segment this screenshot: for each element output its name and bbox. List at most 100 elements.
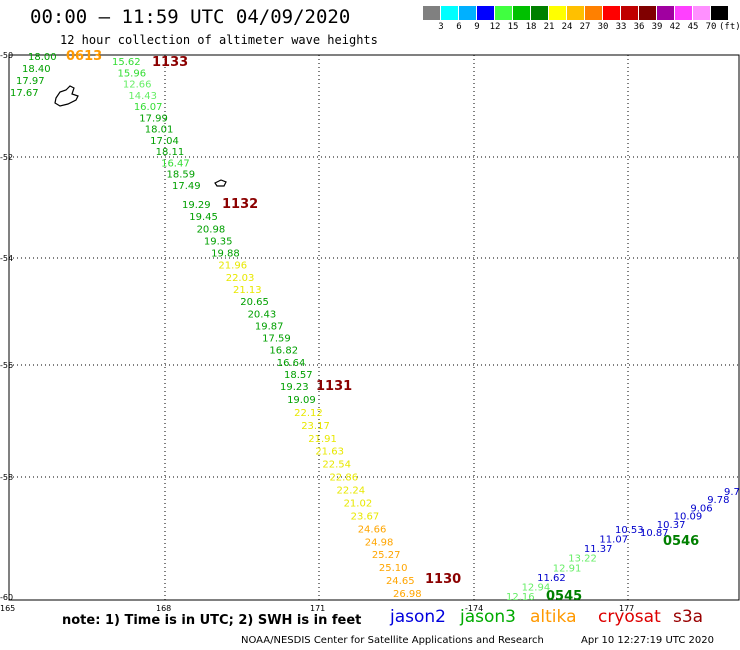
scale-label: 33 xyxy=(615,22,627,32)
wave-height-value: 18.57 xyxy=(284,370,313,381)
mission-s3a: s3a xyxy=(673,607,704,627)
track-time-label: 0546 xyxy=(663,534,699,549)
wave-height-value: 12.94 xyxy=(522,582,551,593)
wave-height-value: 22.54 xyxy=(322,460,351,471)
wave-height-value: 21.63 xyxy=(315,447,344,458)
scale-swatch xyxy=(693,6,710,20)
latitude-label: -58 xyxy=(0,473,13,482)
wave-height-value: 17.67 xyxy=(10,88,39,99)
scale-label: 45 xyxy=(687,22,699,32)
wave-height-value: 21.96 xyxy=(218,261,247,272)
wave-height-value: 18.11 xyxy=(156,147,185,158)
scale-label: 18 xyxy=(525,22,537,32)
scale-swatch xyxy=(657,6,674,20)
wave-height-value: 23.17 xyxy=(301,421,330,432)
scale-swatch xyxy=(441,6,458,20)
scale-swatch xyxy=(531,6,548,20)
scale-label: 15 xyxy=(507,22,519,32)
wave-height-value: 17.97 xyxy=(16,76,45,87)
wave-height-value: 17.59 xyxy=(262,334,291,345)
mission-jason2: jason2 xyxy=(390,607,446,627)
scale-swatch xyxy=(459,6,476,20)
wave-height-value: 21.91 xyxy=(308,434,337,445)
wave-height-value: 10.53 xyxy=(615,525,644,536)
mission-cryosat: cryosat xyxy=(598,607,661,627)
wave-height-value: 10.87 xyxy=(640,528,669,539)
wave-height-value: 16.47 xyxy=(161,158,190,169)
wave-height-value: 20.98 xyxy=(197,224,226,235)
scale-swatch xyxy=(567,6,584,20)
scale-unit: (ft) xyxy=(719,22,740,32)
longitude-label: 165 xyxy=(0,604,15,613)
wave-height-value: 13.22 xyxy=(568,554,597,565)
wave-height-value: 20.65 xyxy=(240,297,269,308)
graticule xyxy=(9,55,739,600)
track-time-label: 0545 xyxy=(546,589,582,604)
campbell-island xyxy=(214,179,227,187)
generation-timestamp: Apr 10 12:27:19 UTC 2020 xyxy=(581,635,714,646)
wave-height-value: 19.45 xyxy=(189,212,218,223)
latitude-label: -56 xyxy=(0,361,13,370)
scale-swatch xyxy=(513,6,530,20)
latitude-label: -50 xyxy=(0,51,13,60)
wave-height-value: 22.03 xyxy=(226,273,255,284)
scale-label: 36 xyxy=(633,22,645,32)
wave-height-value: 9.78 xyxy=(707,495,729,506)
scale-label: 42 xyxy=(669,22,681,32)
scale-label: 9 xyxy=(474,22,480,32)
wave-height-value: 12.66 xyxy=(123,80,152,91)
wave-height-value: 22.24 xyxy=(337,486,366,497)
wave-height-value: 18.59 xyxy=(167,170,196,181)
axis-labels: -50 -52 -54 -56 -58 -60 165 168 171 -174 177 xyxy=(0,51,634,613)
wave-height-value: 18.00 xyxy=(28,52,57,63)
track-time-labels: 0613 1133 1132 1131 1130 0545 0546 xyxy=(66,49,699,604)
scale-label: 21 xyxy=(543,22,555,32)
wave-height-value: 17.49 xyxy=(172,181,201,192)
wave-height-value: 26.98 xyxy=(393,589,422,600)
scale-swatch xyxy=(621,6,638,20)
wave-height-value: 25.10 xyxy=(379,563,408,574)
wave-height-value: 21.13 xyxy=(233,285,262,296)
latitude-label: -60 xyxy=(0,593,13,602)
wave-height-value: 16.64 xyxy=(277,358,306,369)
wave-height-value: 19.23 xyxy=(280,382,309,393)
scale-swatch xyxy=(675,6,692,20)
scale-swatch xyxy=(603,6,620,20)
track-time-label: 0613 xyxy=(66,49,102,64)
wave-height-value: 18.01 xyxy=(145,125,174,136)
scale-swatch xyxy=(549,6,566,20)
page-subtitle: 12 hour collection of altimeter wave hei… xyxy=(60,33,378,47)
wave-height-value: 17.04 xyxy=(150,136,179,147)
longitude-label: 171 xyxy=(310,604,325,613)
scale-swatch xyxy=(711,6,728,20)
scale-label: 39 xyxy=(651,22,663,32)
scale-swatch xyxy=(585,6,602,20)
wave-height-value: 10.37 xyxy=(657,520,686,531)
wave-height-value: 11.07 xyxy=(599,535,628,546)
wave-height-value: 14.43 xyxy=(128,91,157,102)
wave-height-value: 12.91 xyxy=(553,563,582,574)
wave-height-value: 22.12 xyxy=(294,408,323,419)
scale-label: 3 xyxy=(438,22,444,32)
wave-height-value: 9.06 xyxy=(690,503,712,514)
wave-height-value: 10.09 xyxy=(674,512,703,523)
wave-height-value: 12.16 xyxy=(506,592,535,603)
scale-label: 6 xyxy=(456,22,462,32)
scale-label: 24 xyxy=(561,22,573,32)
mission-altika: altika xyxy=(530,607,577,627)
wave-height-value: 15.62 xyxy=(112,57,141,68)
wave-height-value: 15.96 xyxy=(117,68,146,79)
wave-height-value: 24.66 xyxy=(358,524,387,535)
scale-swatch xyxy=(477,6,494,20)
longitude-label: -174 xyxy=(465,604,483,613)
longitude-label: 177 xyxy=(619,604,634,613)
longitude-label: 168 xyxy=(156,604,171,613)
track-time-label: 1130 xyxy=(425,572,461,587)
scale-swatch xyxy=(639,6,656,20)
wave-height-value: 25.27 xyxy=(372,550,401,561)
wave-height-value: 19.88 xyxy=(211,249,240,260)
scale-swatch xyxy=(495,6,512,20)
mission-jason3: jason3 xyxy=(460,607,516,627)
